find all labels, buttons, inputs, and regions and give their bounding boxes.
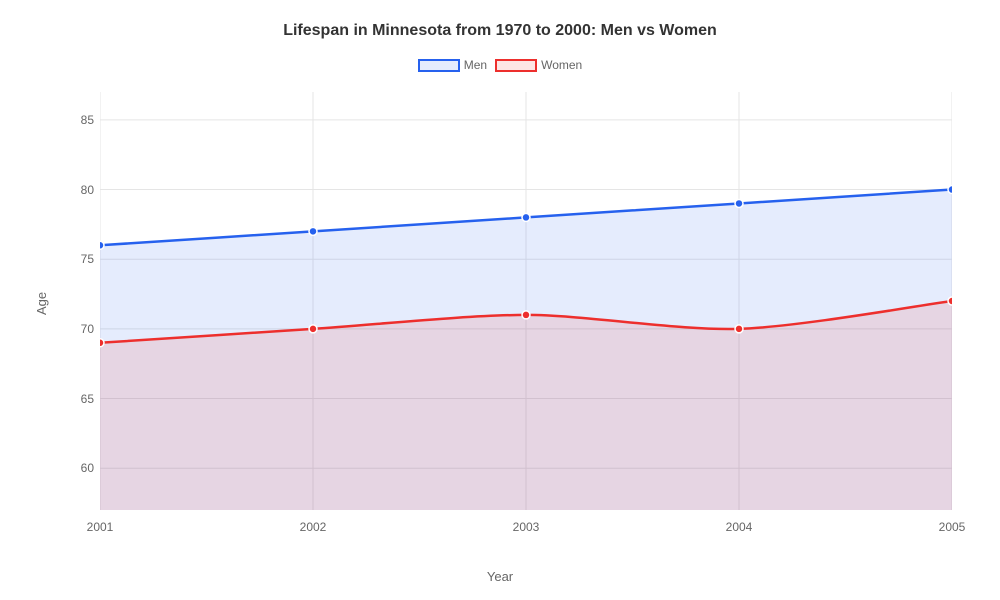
y-tick-label: 65 xyxy=(70,392,94,406)
y-tick-label: 70 xyxy=(70,322,94,336)
x-axis-label: Year xyxy=(0,569,1000,584)
x-tick-label: 2001 xyxy=(87,520,114,534)
legend-item[interactable]: Women xyxy=(495,58,582,72)
plot-area xyxy=(100,92,952,510)
legend-label: Women xyxy=(541,58,582,72)
legend-label: Men xyxy=(464,58,487,72)
x-tick-label: 2003 xyxy=(513,520,540,534)
y-tick-label: 60 xyxy=(70,461,94,475)
legend-swatch xyxy=(495,59,537,72)
legend: Men Women xyxy=(0,58,1000,72)
legend-item[interactable]: Men xyxy=(418,58,487,72)
y-tick-label: 80 xyxy=(70,183,94,197)
y-tick-label: 85 xyxy=(70,113,94,127)
x-tick-label: 2004 xyxy=(726,520,753,534)
chart-container: Lifespan in Minnesota from 1970 to 2000:… xyxy=(0,0,1000,600)
legend-swatch xyxy=(418,59,460,72)
y-tick-label: 75 xyxy=(70,252,94,266)
x-tick-label: 2002 xyxy=(300,520,327,534)
x-tick-label: 2005 xyxy=(939,520,966,534)
y-axis-label: Age xyxy=(34,292,49,315)
chart-title: Lifespan in Minnesota from 1970 to 2000:… xyxy=(0,22,1000,40)
plot-svg xyxy=(100,92,952,510)
